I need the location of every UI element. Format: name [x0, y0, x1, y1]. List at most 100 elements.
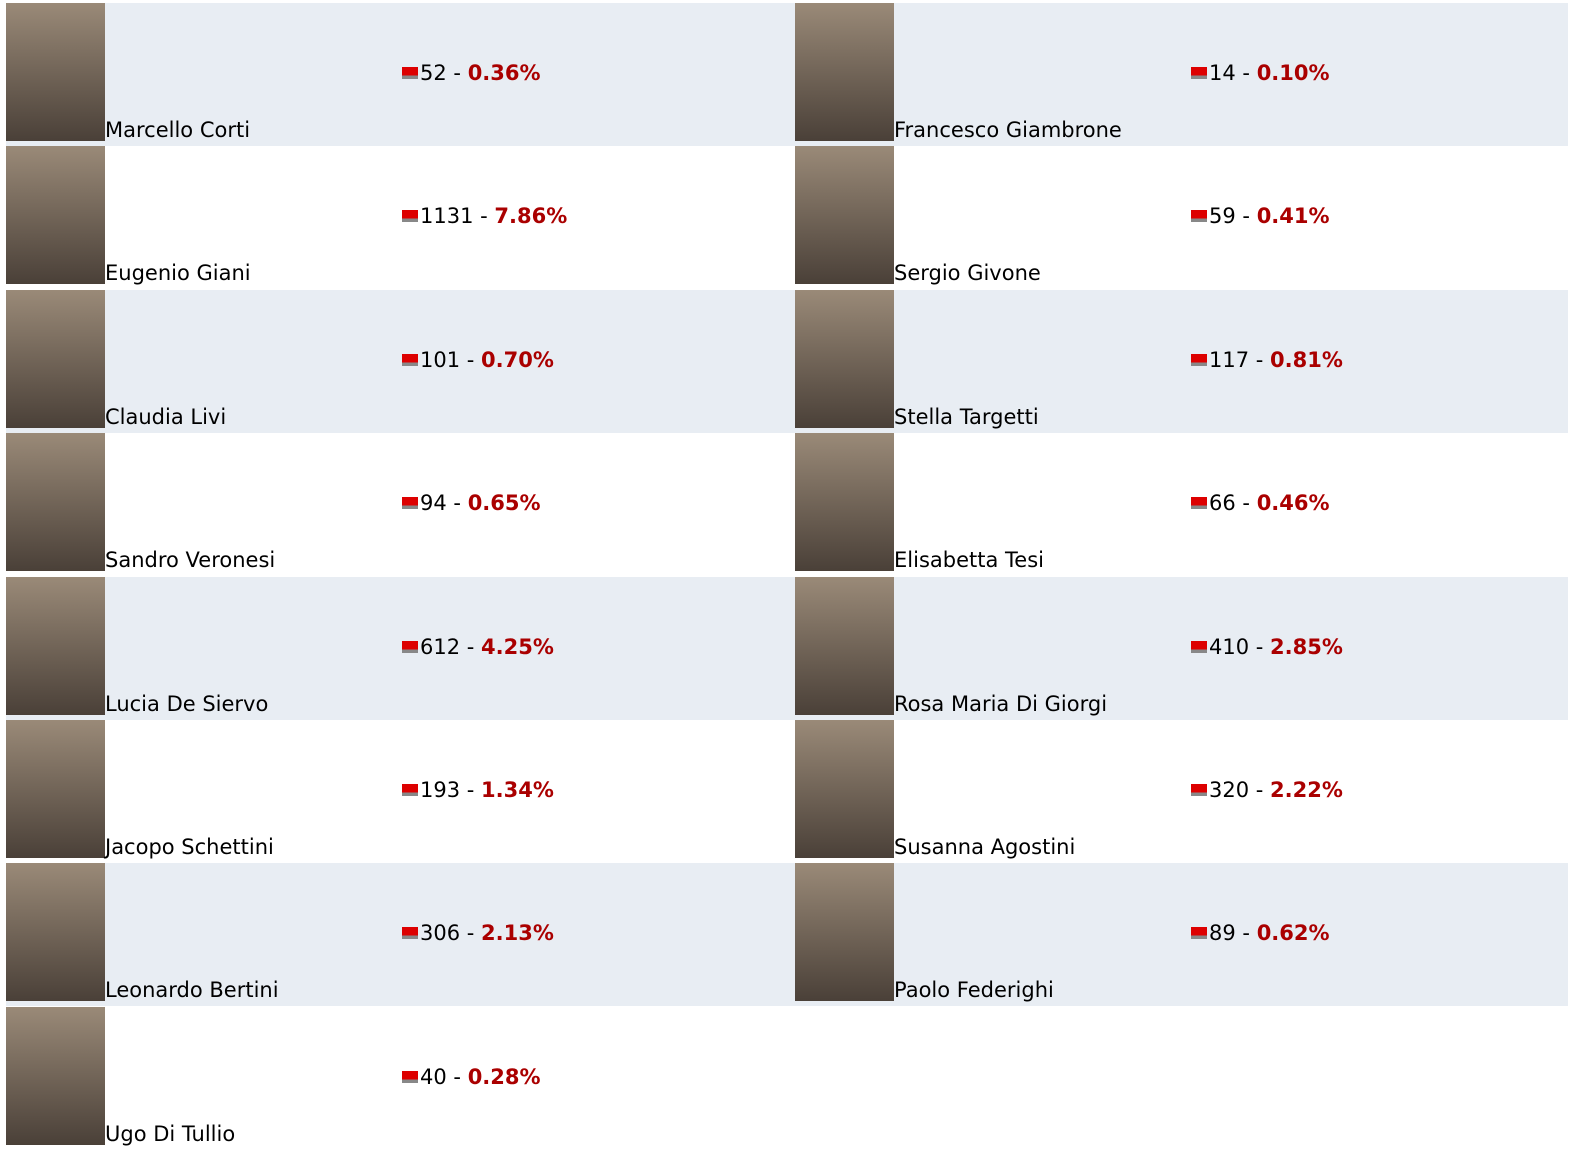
separator: -	[467, 778, 475, 802]
percent: 0.81%	[1270, 348, 1343, 372]
bar-icon	[402, 1071, 418, 1083]
candidate-photo	[795, 863, 894, 1001]
candidate-name: Sandro Veronesi	[105, 548, 275, 572]
candidate-score: 320 - 2.22%	[1191, 778, 1343, 802]
votes: 193	[420, 778, 460, 802]
candidate-name: Eugenio Giani	[105, 261, 251, 285]
candidate-photo	[6, 720, 105, 858]
candidate-photo	[6, 3, 105, 141]
percent: 0.41%	[1257, 204, 1330, 228]
candidate-photo	[795, 720, 894, 858]
candidate-score: 193 - 1.34%	[402, 778, 554, 802]
candidate-name: Claudia Livi	[105, 405, 226, 429]
candidate-name: Sergio Givone	[894, 261, 1041, 285]
percent: 2.85%	[1270, 635, 1343, 659]
candidate-score: 52 - 0.36%	[402, 61, 541, 85]
bar-icon	[1191, 354, 1207, 366]
bar-icon	[402, 67, 418, 79]
bar-icon	[402, 641, 418, 653]
separator: -	[1242, 61, 1250, 85]
candidate-photo	[6, 1007, 105, 1145]
votes: 89	[1209, 921, 1236, 945]
votes: 40	[420, 1065, 447, 1089]
page: Marcello Corti52 - 0.36%Eugenio Giani113…	[0, 0, 1590, 1165]
votes: 66	[1209, 491, 1236, 515]
candidate-photo	[6, 146, 105, 284]
candidate-name: Leonardo Bertini	[105, 978, 279, 1002]
bar-icon	[402, 210, 418, 222]
separator: -	[467, 635, 475, 659]
votes: 101	[420, 348, 460, 372]
bar-icon	[1191, 784, 1207, 796]
bar-icon	[402, 927, 418, 939]
votes: 59	[1209, 204, 1236, 228]
bar-icon	[1191, 641, 1207, 653]
candidate-score: 66 - 0.46%	[1191, 491, 1330, 515]
candidate-score: 14 - 0.10%	[1191, 61, 1330, 85]
candidate-name: Jacopo Schettini	[105, 835, 274, 859]
votes: 410	[1209, 635, 1249, 659]
candidate-photo	[795, 3, 894, 141]
candidate-photo	[795, 290, 894, 428]
votes: 320	[1209, 778, 1249, 802]
votes: 612	[420, 635, 460, 659]
candidate-score: 1131 - 7.86%	[402, 204, 567, 228]
bar-icon	[1191, 927, 1207, 939]
separator: -	[453, 1065, 461, 1089]
votes: 94	[420, 491, 447, 515]
percent: 0.28%	[468, 1065, 541, 1089]
candidate-photo	[795, 577, 894, 715]
candidate-score: 117 - 0.81%	[1191, 348, 1343, 372]
candidate-score: 101 - 0.70%	[402, 348, 554, 372]
candidate-score: 89 - 0.62%	[1191, 921, 1330, 945]
candidate-name: Ugo Di Tullio	[105, 1122, 235, 1146]
candidate-score: 410 - 2.85%	[1191, 635, 1343, 659]
candidate-score: 612 - 4.25%	[402, 635, 554, 659]
percent: 4.25%	[481, 635, 554, 659]
candidate-name: Stella Targetti	[894, 405, 1039, 429]
candidate-photo	[6, 577, 105, 715]
result-row	[6, 1007, 1568, 1150]
votes: 14	[1209, 61, 1236, 85]
bar-icon	[402, 497, 418, 509]
percent: 2.13%	[481, 921, 554, 945]
bar-icon	[402, 784, 418, 796]
candidate-name: Elisabetta Tesi	[894, 548, 1044, 572]
bar-icon	[1191, 497, 1207, 509]
percent: 2.22%	[1270, 778, 1343, 802]
candidate-photo	[795, 146, 894, 284]
votes: 306	[420, 921, 460, 945]
votes: 117	[1209, 348, 1249, 372]
candidate-name: Rosa Maria Di Giorgi	[894, 692, 1107, 716]
percent: 0.65%	[468, 491, 541, 515]
candidate-name: Susanna Agostini	[894, 835, 1075, 859]
votes: 1131	[420, 204, 473, 228]
percent: 0.46%	[1257, 491, 1330, 515]
votes: 52	[420, 61, 447, 85]
candidate-photo	[6, 863, 105, 1001]
separator: -	[1242, 491, 1250, 515]
separator: -	[1256, 348, 1264, 372]
candidate-photo	[6, 433, 105, 571]
separator: -	[467, 348, 475, 372]
candidate-name: Paolo Federighi	[894, 978, 1054, 1002]
candidate-photo	[6, 290, 105, 428]
bar-icon	[1191, 67, 1207, 79]
separator: -	[480, 204, 488, 228]
separator: -	[467, 921, 475, 945]
candidate-name: Francesco Giambrone	[894, 118, 1122, 142]
separator: -	[1242, 204, 1250, 228]
percent: 0.70%	[481, 348, 554, 372]
candidate-score: 40 - 0.28%	[402, 1065, 541, 1089]
separator: -	[1256, 635, 1264, 659]
bar-icon	[402, 354, 418, 366]
candidate-score: 306 - 2.13%	[402, 921, 554, 945]
candidate-score: 94 - 0.65%	[402, 491, 541, 515]
percent: 7.86%	[494, 204, 567, 228]
separator: -	[453, 61, 461, 85]
bar-icon	[1191, 210, 1207, 222]
percent: 0.36%	[468, 61, 541, 85]
percent: 0.62%	[1257, 921, 1330, 945]
percent: 1.34%	[481, 778, 554, 802]
percent: 0.10%	[1257, 61, 1330, 85]
